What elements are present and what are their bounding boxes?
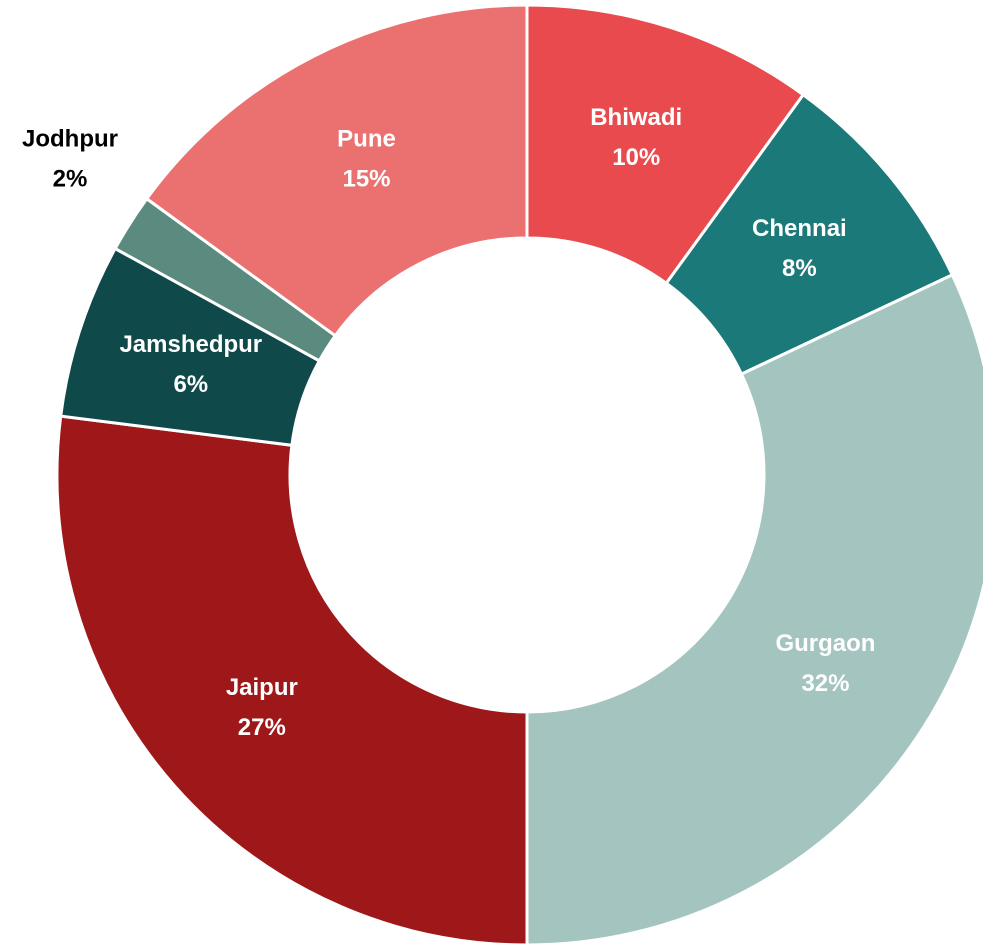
slice-value-label: 15% <box>342 165 390 192</box>
donut-slice <box>55 414 529 947</box>
slice-value-label: 2% <box>53 165 88 192</box>
slice-label: Jamshedpur <box>119 331 262 358</box>
slice-value-label: 27% <box>238 714 286 741</box>
donut-slice <box>144 3 529 338</box>
slice-label: Jaipur <box>226 674 298 701</box>
donut-slice <box>525 272 983 947</box>
slice-value-label: 10% <box>612 144 660 171</box>
donut-slice <box>525 3 806 286</box>
slice-label: Pune <box>337 125 396 152</box>
slice-label: Chennai <box>752 215 847 242</box>
slice-label: Gurgaon <box>775 630 875 657</box>
slice-label: Bhiwadi <box>590 104 682 131</box>
slice-label: Jodhpur <box>22 125 118 152</box>
slice-value-label: 8% <box>782 255 817 282</box>
slice-value-label: 32% <box>801 670 849 697</box>
slice-value-label: 6% <box>173 371 208 398</box>
